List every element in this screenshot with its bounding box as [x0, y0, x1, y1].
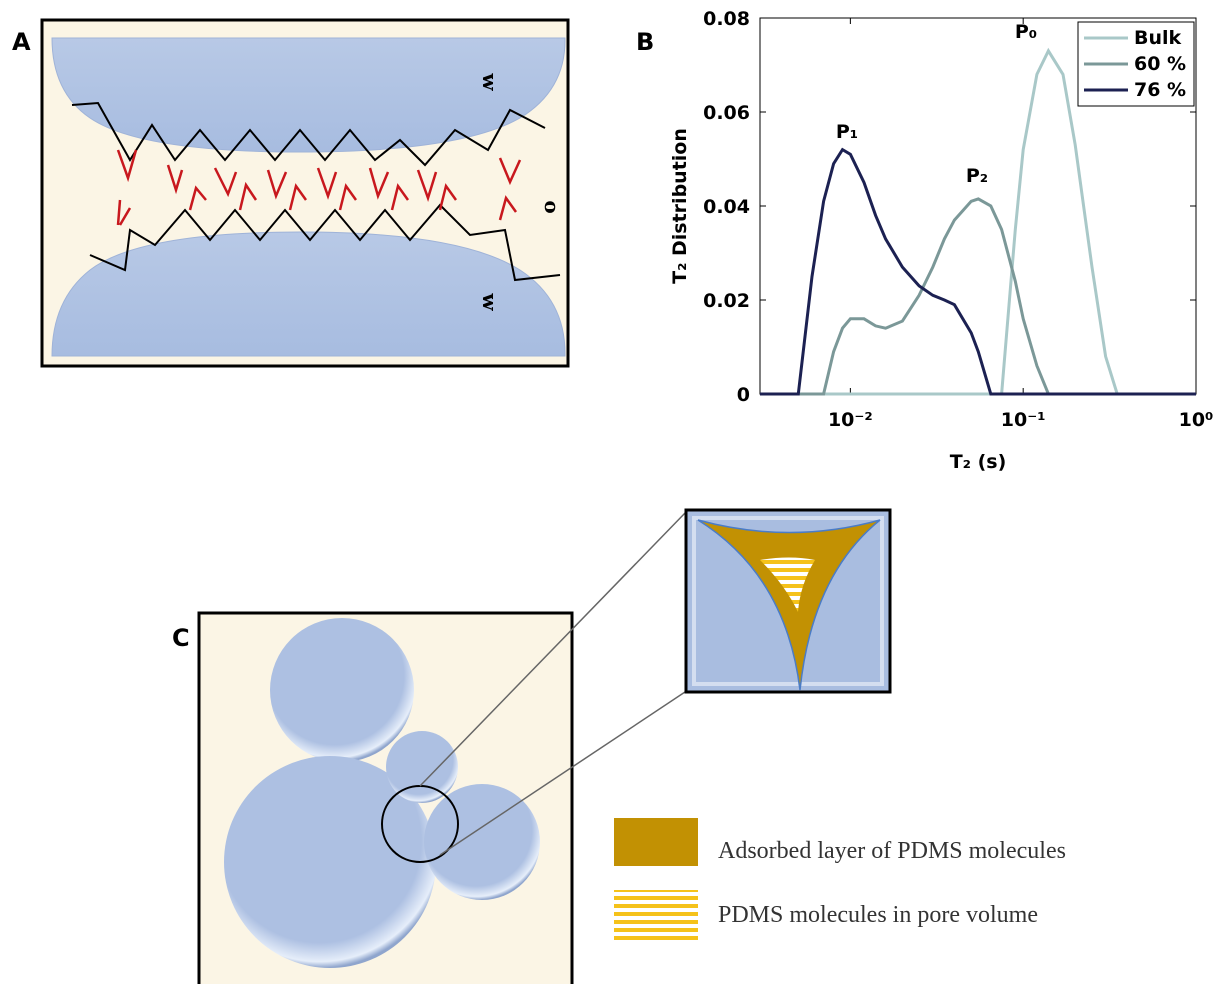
grain — [386, 731, 458, 803]
grain — [424, 784, 540, 900]
panel-a: w o w — [42, 20, 568, 366]
legend-label: Bulk — [1134, 27, 1182, 49]
legend-swatch — [614, 890, 698, 940]
series-line — [760, 199, 1196, 394]
x-tick-label: 10⁻¹ — [1001, 409, 1046, 431]
panel-c: Adsorbed layer of PDMS molecules PDMS mo… — [199, 510, 1066, 984]
x-tick-label: 10⁰ — [1179, 409, 1214, 431]
phase-label: w — [478, 292, 502, 311]
x-axis-label: T₂ (s) — [950, 451, 1007, 473]
y-axis-label: T₂ Distribution — [669, 128, 691, 284]
annotation: P₁ — [836, 121, 858, 143]
phase-label: w — [478, 72, 502, 91]
panel-label: A — [12, 28, 31, 56]
legend-label: 60 % — [1134, 53, 1186, 75]
annotation: P₂ — [966, 165, 988, 187]
y-tick-label: 0.06 — [703, 102, 750, 124]
chart: 0 0.02 0.04 0.06 0.08 10⁻² 10⁻¹ 10⁰ T₂ (s) T₂ Dis… — [669, 8, 1213, 473]
y-tick-label: 0.02 — [703, 290, 750, 312]
grain — [270, 618, 414, 762]
y-tick-label: 0 — [737, 384, 750, 406]
legend-label: PDMS molecules in pore volume — [718, 902, 1038, 928]
page: A w o w B 0 0.02 0.04 0.06 0.08 10⁻² 10⁻¹ 10⁰ T₂… — [0, 0, 1219, 984]
legend-label: Adsorbed layer of PDMS molecules — [718, 838, 1066, 864]
y-tick-label: 0.08 — [703, 8, 750, 30]
annotation: P₀ — [1015, 21, 1037, 43]
figure: A w o w B 0 0.02 0.04 0.06 0.08 10⁻² 10⁻¹ 10⁰ T₂… — [0, 0, 1219, 984]
x-tick-label: 10⁻² — [828, 409, 873, 431]
phase-label: o — [540, 200, 564, 213]
panel-label: B — [636, 28, 654, 56]
y-tick-label: 0.04 — [703, 196, 750, 218]
legend-label: 76 % — [1134, 79, 1186, 101]
panel-label: C — [172, 624, 190, 652]
legend-swatch — [614, 818, 698, 866]
